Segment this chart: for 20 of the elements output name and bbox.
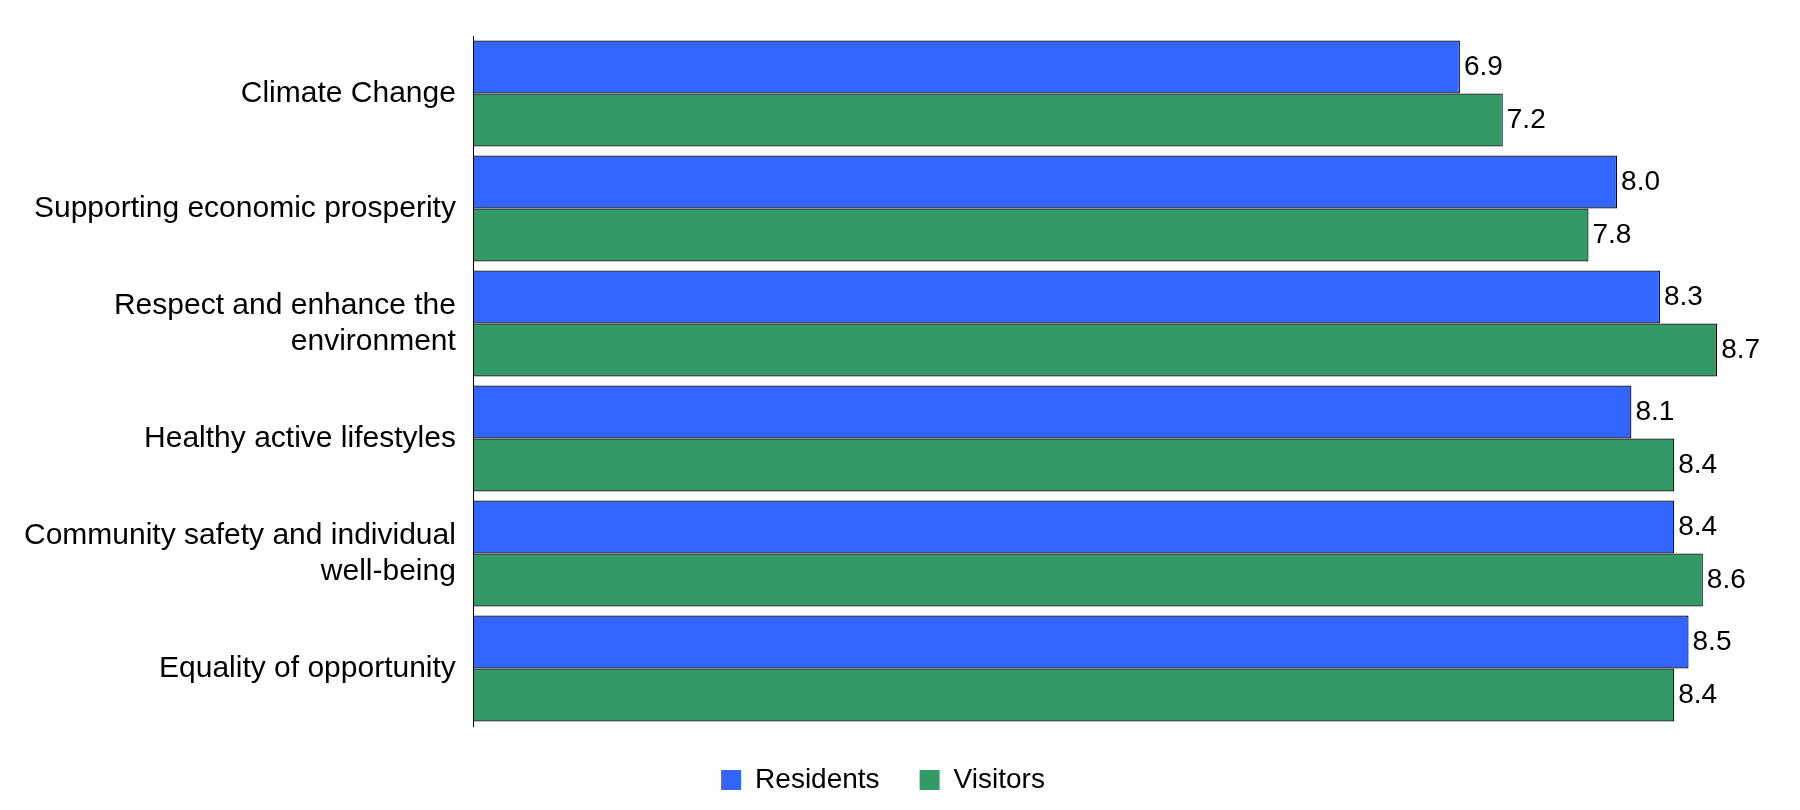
data-label: 8.4 xyxy=(1678,677,1718,709)
data-label: 8.5 xyxy=(1692,624,1732,656)
y-tick-label: Respect and enhance the environment xyxy=(113,286,457,356)
data-label: 7.8 xyxy=(1592,217,1632,249)
y-tick-label: Community safety and individual well-being xyxy=(23,516,456,586)
data-label: 8.3 xyxy=(1663,279,1703,311)
y-tick-label: Healthy active lifestyles xyxy=(144,419,456,453)
data-label: 8.7 xyxy=(1721,332,1761,364)
data-label: 8.6 xyxy=(1706,562,1746,594)
data-label: 8.4 xyxy=(1678,509,1718,541)
data-label: 8.1 xyxy=(1635,394,1675,426)
legend-label: Visitors xyxy=(953,762,1045,794)
legend-label: Residents xyxy=(755,762,880,794)
data-label: 7.2 xyxy=(1506,102,1546,134)
data-label: 6.9 xyxy=(1463,49,1503,81)
data-label: 8.4 xyxy=(1678,447,1718,479)
y-tick-label: Equality of opportunity xyxy=(159,649,456,683)
data-label: 8.0 xyxy=(1621,164,1661,196)
y-tick-label: Supporting economic prosperity xyxy=(33,189,456,223)
y-tick-label: Climate Change xyxy=(240,74,456,108)
